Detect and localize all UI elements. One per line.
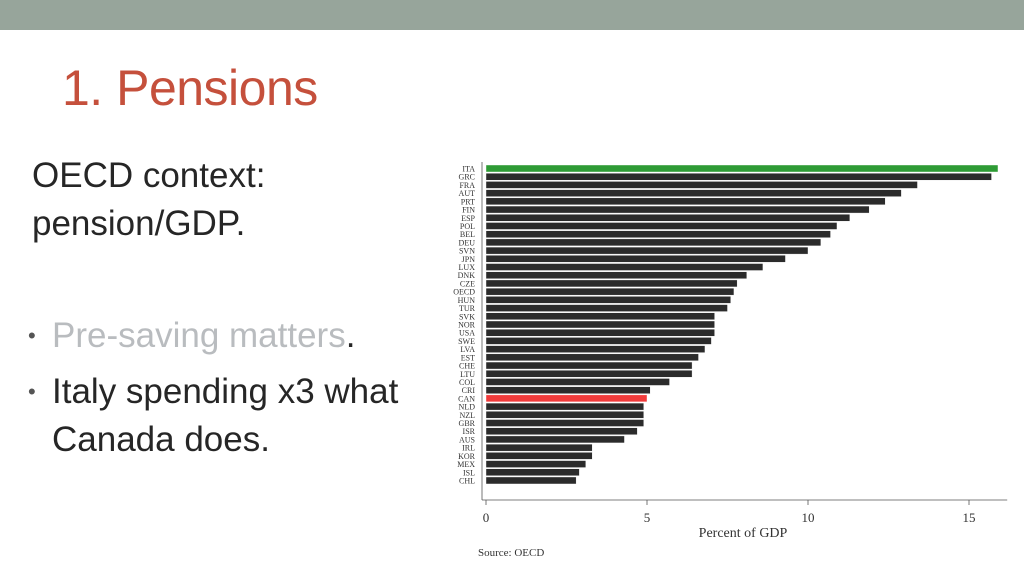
category-label-svn: SVN: [459, 247, 475, 256]
bar-svk: [485, 312, 715, 320]
bar-hun: [485, 296, 731, 304]
category-label-gbr: GBR: [459, 419, 476, 428]
bullet-text-italy: Italy spending x3 what Canada does.: [52, 372, 399, 459]
bar-pol: [485, 222, 838, 230]
bar-aus: [485, 435, 625, 444]
bullet-item-pre-saving: • Pre-saving matters.: [28, 312, 418, 360]
category-label-bel: BEL: [460, 230, 475, 239]
category-label-esp: ESP: [461, 214, 475, 223]
category-label-prt: PRT: [461, 197, 475, 206]
bar-deu: [485, 238, 822, 247]
category-label-ltu: LTU: [460, 370, 475, 379]
category-label-col: COL: [459, 378, 475, 387]
category-label-irl: IRL: [462, 444, 475, 453]
category-label-can: CAN: [458, 394, 475, 403]
bar-isr: [485, 427, 638, 435]
x-tick-label-15: 15: [963, 510, 976, 525]
bar-bel: [485, 230, 831, 238]
bullet-marker: •: [28, 379, 36, 404]
category-label-jpn: JPN: [462, 255, 476, 264]
bar-swe: [485, 337, 712, 345]
bar-kor: [485, 452, 593, 460]
bar-dnk: [485, 271, 748, 279]
bar-nor: [485, 320, 715, 329]
bar-usa: [485, 328, 715, 337]
category-label-fin: FIN: [462, 206, 475, 215]
bullet-text-pre-saving: Pre-saving matters: [52, 316, 346, 355]
bar-irl: [485, 443, 593, 452]
bar-fin: [485, 205, 870, 214]
bar-jpn: [485, 255, 786, 263]
context-text: OECD context: pension/GDP.: [32, 156, 266, 243]
bullet-list: • Pre-saving matters. • Italy spending x3 …: [28, 312, 418, 472]
category-label-fra: FRA: [459, 181, 475, 190]
bar-aut: [485, 189, 902, 197]
category-label-svk: SVK: [459, 312, 475, 321]
bar-fra: [485, 181, 918, 189]
bar-isl: [485, 468, 580, 476]
category-label-kor: KOR: [458, 452, 476, 461]
slide-title: 1. Pensions: [62, 60, 318, 116]
category-label-isr: ISR: [463, 427, 476, 436]
category-label-nld: NLD: [459, 403, 476, 412]
x-tick-label-0: 0: [483, 510, 490, 525]
category-label-deu: DEU: [459, 238, 476, 247]
bar-gbr: [485, 419, 644, 427]
category-label-lux: LUX: [459, 263, 476, 272]
bar-nld: [485, 402, 644, 411]
bar-tur: [485, 304, 728, 312]
bar-chl: [485, 476, 577, 485]
bar-svn: [485, 246, 809, 255]
category-label-tur: TUR: [459, 304, 476, 313]
category-label-nzl: NZL: [459, 411, 475, 420]
category-label-cri: CRI: [462, 386, 476, 395]
category-label-lva: LVA: [460, 345, 475, 354]
category-label-est: EST: [461, 353, 475, 362]
category-label-hun: HUN: [458, 296, 476, 305]
category-label-cze: CZE: [460, 279, 475, 288]
bar-nzl: [485, 411, 644, 419]
bar-lux: [485, 263, 764, 271]
x-tick-label-5: 5: [644, 510, 651, 525]
category-label-pol: POL: [460, 222, 475, 231]
chart-source-note: Source: OECD: [478, 547, 544, 559]
bullet-item-italy: • Italy spending x3 what Canada does.: [28, 368, 418, 464]
bullet-period: .: [345, 316, 356, 355]
bar-mex: [485, 460, 587, 468]
bar-ita: [485, 164, 999, 173]
category-label-isl: ISL: [463, 468, 475, 477]
bar-grc: [485, 173, 992, 181]
pension-gdp-bar-chart: ITAGRCFRAAUTPRTFINESPPOLBELDEUSVNJPNLUXD…: [453, 162, 1008, 559]
bar-col: [485, 378, 670, 386]
x-axis-title: Percent of GDP: [699, 526, 788, 541]
category-label-chl: CHL: [459, 476, 475, 485]
category-label-che: CHE: [459, 362, 475, 371]
bullet-marker: •: [28, 323, 36, 348]
bar-esp: [485, 214, 851, 222]
bar-prt: [485, 197, 886, 206]
category-label-grc: GRC: [459, 173, 475, 182]
category-label-aut: AUT: [459, 189, 476, 198]
bar-ltu: [485, 370, 693, 378]
category-label-nor: NOR: [458, 320, 476, 329]
category-label-aus: AUS: [459, 435, 475, 444]
x-tick-label-10: 10: [802, 510, 815, 525]
bar-lva: [485, 345, 706, 353]
bar-cri: [485, 386, 651, 394]
bar-oecd: [485, 287, 735, 296]
category-label-ita: ITA: [462, 165, 475, 174]
top-accent-bar: [0, 0, 1024, 30]
category-label-mex: MEX: [457, 460, 475, 469]
bar-che: [485, 361, 693, 370]
category-label-oecd: OECD: [453, 288, 475, 297]
bar-cze: [485, 279, 738, 288]
bar-est: [485, 353, 699, 362]
bar-can: [485, 394, 648, 403]
category-label-usa: USA: [459, 329, 475, 338]
category-label-dnk: DNK: [458, 271, 476, 280]
category-label-swe: SWE: [458, 337, 475, 346]
